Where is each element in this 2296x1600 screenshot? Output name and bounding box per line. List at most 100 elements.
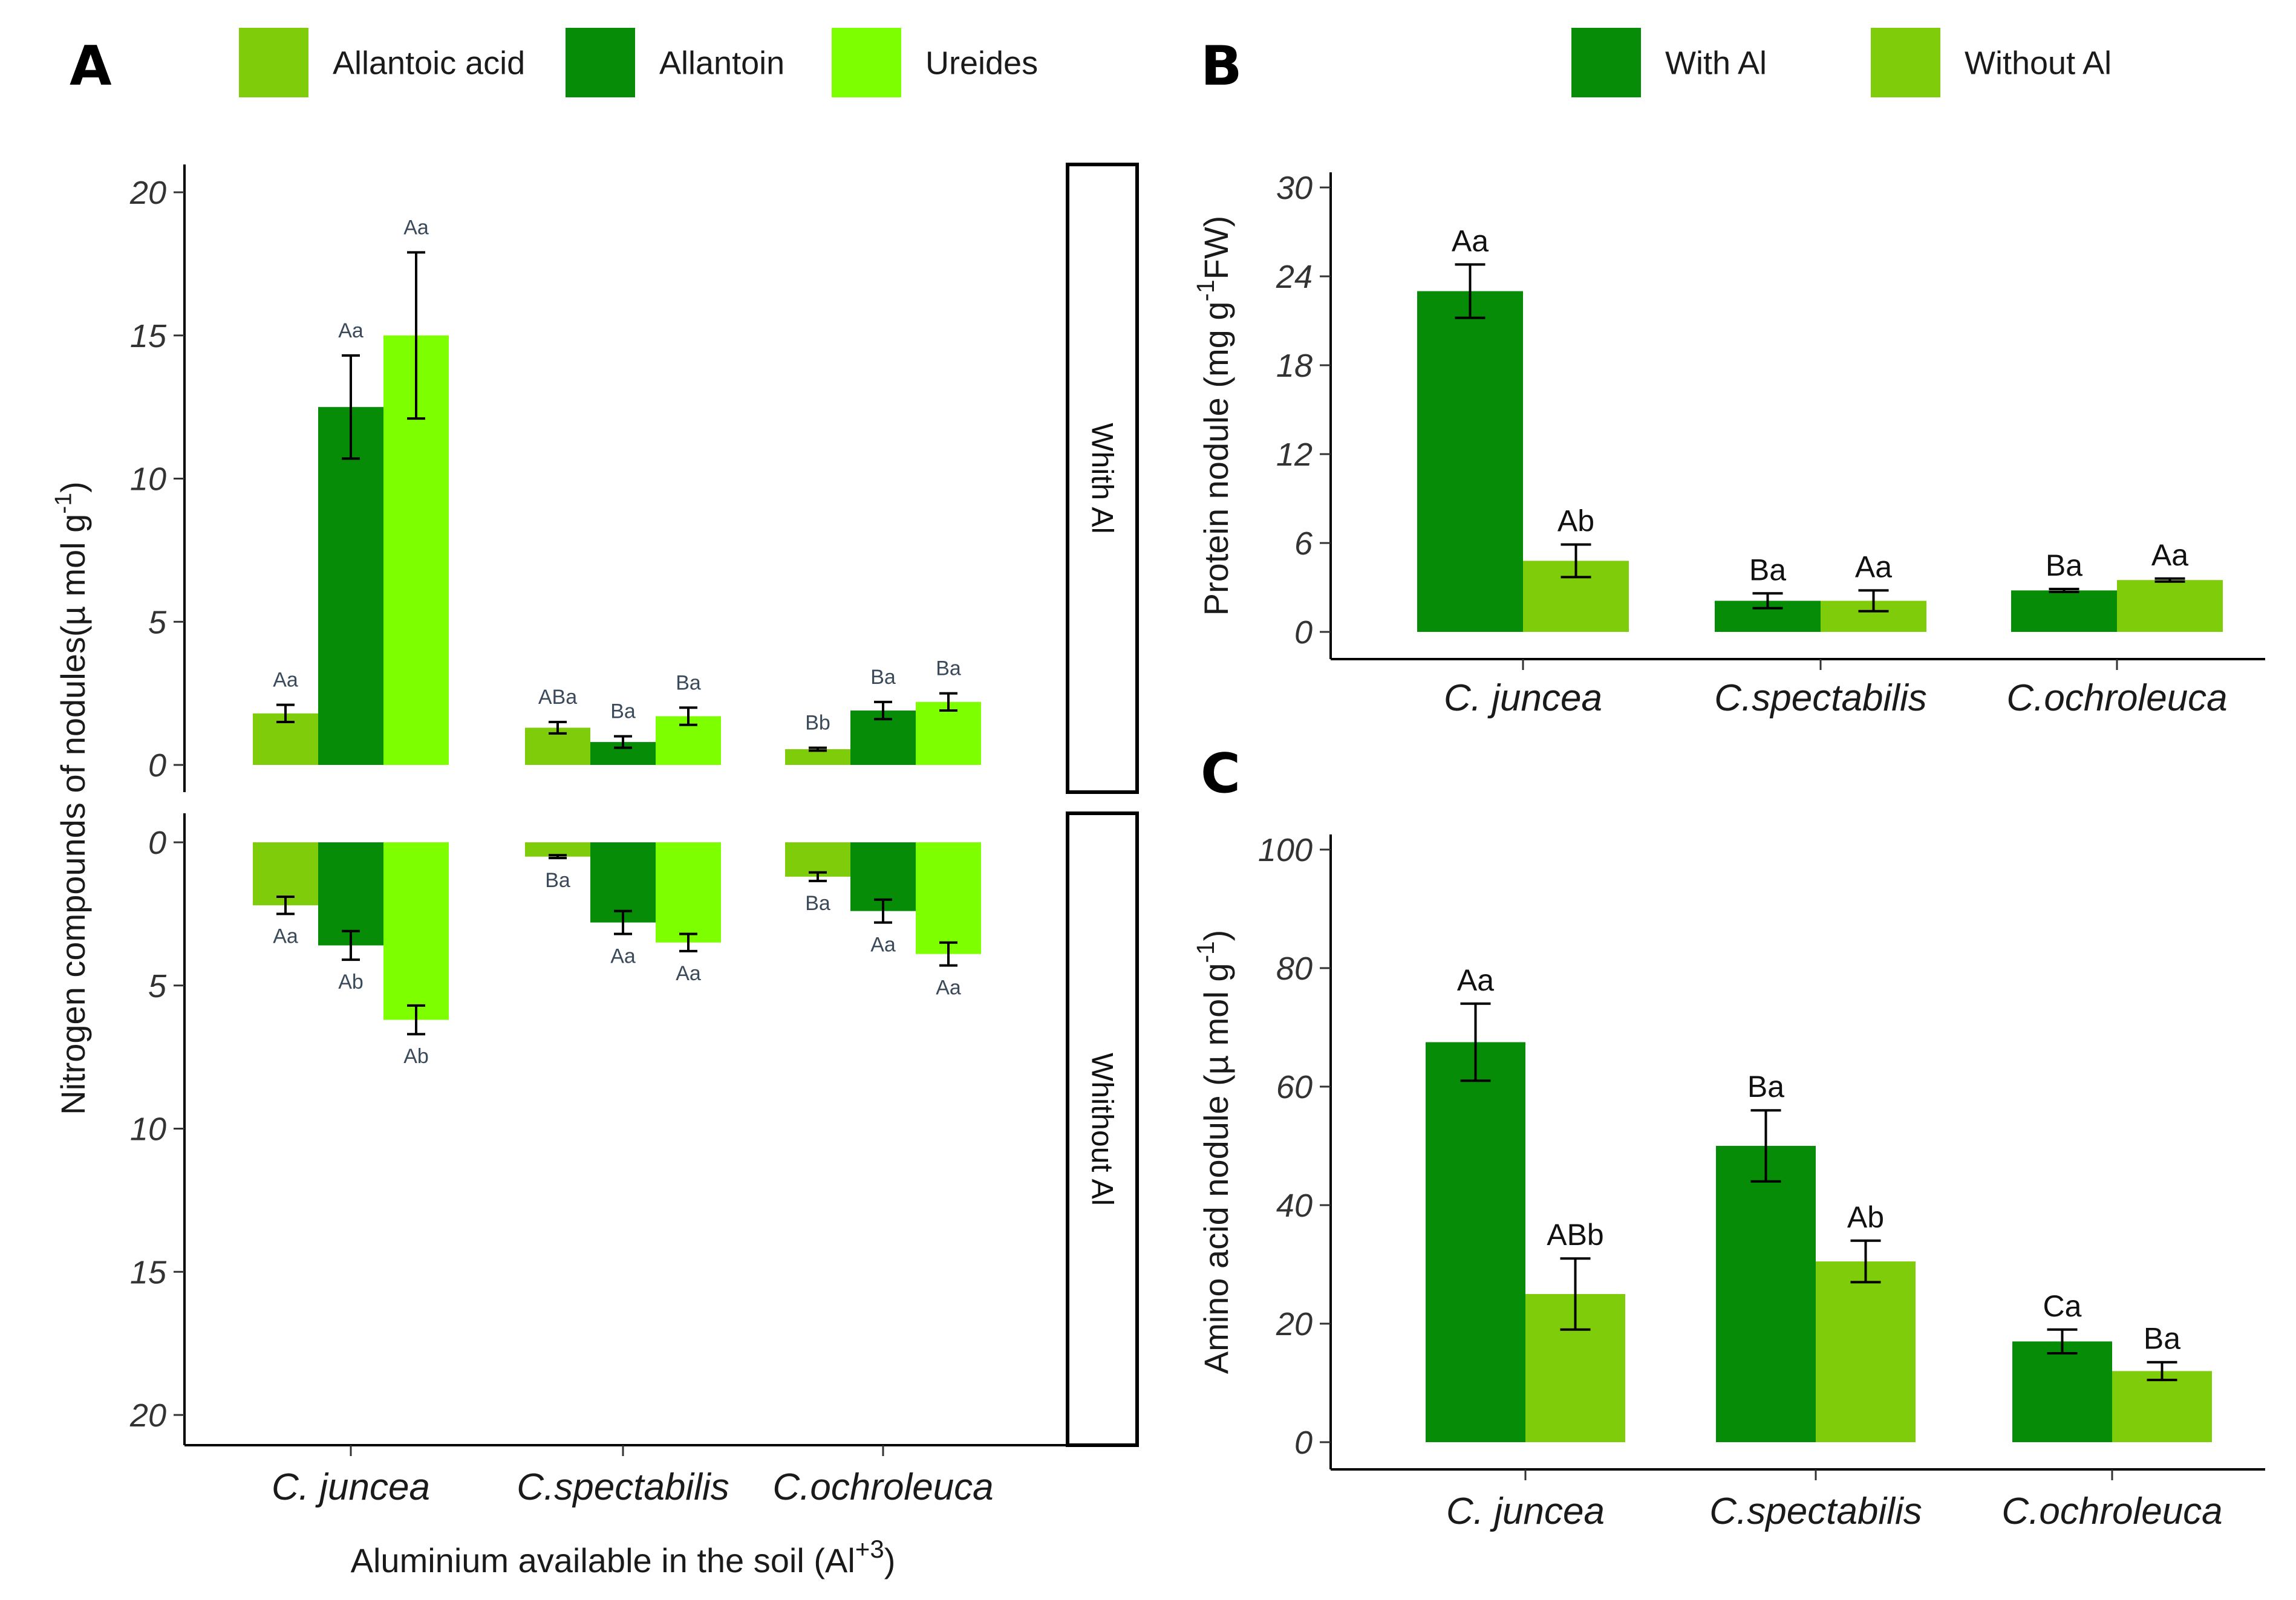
y-tick-label-bottom-0: 0 [148, 825, 166, 861]
bar-c-without-al-c-spectabilis [1816, 1261, 1916, 1442]
sig-label-b-with-al-c-juncea: Aa [1452, 224, 1489, 258]
sig-label-without-al-ureides-c-juncea: Ab [403, 1045, 429, 1068]
y-tick-label-c-100: 100 [1258, 832, 1313, 868]
x-category-label-b-c-ochroleuca: C.ochroleuca [2006, 677, 2227, 719]
x-category-label-b-c-juncea: C. juncea [1444, 677, 1602, 719]
sig-label-b-without-al-c-juncea: Ab [1557, 504, 1594, 538]
panel-letter-a: A [70, 34, 112, 98]
sig-label-b-with-al-c-ochroleuca: Ba [2046, 548, 2082, 582]
x-category-label-c-ochroleuca: C.ochroleuca [772, 1466, 993, 1508]
sig-label-without-al-allantoic-acid-c-ochroleuca: Ba [805, 892, 830, 915]
x-axis-title-a: Aluminium available in the soil (Al+3) [351, 1535, 896, 1579]
x-category-label-c-c-ochroleuca: C.ochroleuca [2001, 1491, 2222, 1532]
y-tick-label-b-30: 30 [1276, 170, 1313, 206]
bar-without-al-ureides-c-spectabilis [656, 842, 721, 943]
sig-label-with-al-allantoic-acid-c-spectabilis: ABa [538, 686, 577, 709]
facet-strip-without-al [1066, 811, 1139, 1447]
sig-label-c-with-al-c-spectabilis: Ba [1747, 1070, 1784, 1104]
y-tick-label-b-24: 24 [1276, 259, 1313, 295]
bar-without-al-ureides-c-juncea [383, 842, 449, 1020]
sig-label-b-without-al-c-ochroleuca: Aa [2151, 538, 2188, 572]
sig-label-without-al-allantoic-acid-c-juncea: Aa [273, 925, 298, 948]
y-tick-label-top-0: 0 [148, 747, 166, 784]
legend-swatch-allantoic-acid-a [239, 28, 308, 97]
bar-without-al-allantoic-acid-c-spectabilis [525, 842, 590, 857]
sig-label-with-al-allantoic-acid-c-juncea: Aa [273, 669, 298, 692]
x-category-label-c-c-juncea: C. juncea [1446, 1491, 1605, 1532]
bar-c-without-al-c-ochroleuca [2112, 1371, 2212, 1442]
bar-with-al-allantoin-c-juncea [318, 407, 383, 765]
bar-c-with-al-c-ochroleuca [2012, 1341, 2112, 1442]
facet-label-with-al: Whith Al [1086, 423, 1120, 533]
legend-swatch-ureides-a [832, 28, 901, 97]
y-tick-label-bottom-15: 15 [130, 1254, 167, 1290]
y-tick-label-top-10: 10 [130, 461, 166, 498]
legend-label-allantoic-acid-a: Allantoic acid [333, 45, 525, 82]
y-tick-label-b-18: 18 [1276, 348, 1313, 384]
bar-without-al-ureides-c-ochroleuca [916, 842, 981, 954]
sig-label-c-with-al-c-juncea: Aa [1457, 963, 1494, 997]
sig-label-with-al-allantoic-acid-c-ochroleuca: Bb [805, 712, 830, 735]
y-tick-label-c-60: 60 [1276, 1069, 1313, 1105]
bar-without-al-allantoin-c-juncea [318, 842, 383, 946]
legend-swatch-without-al-b [1871, 28, 1940, 97]
sig-label-c-without-al-c-ochroleuca: Ba [2144, 1322, 2180, 1356]
sig-label-without-al-allantoic-acid-c-spectabilis: Ba [545, 869, 570, 892]
panel-letter-c: C [1201, 742, 1241, 805]
panel-letter-b: B [1201, 34, 1242, 98]
legend-label-allantoin-a: Allantoin [659, 45, 784, 82]
bar-with-al-ureides-c-ochroleuca [916, 701, 981, 765]
y-tick-label-b-0: 0 [1294, 614, 1313, 651]
sig-label-without-al-ureides-c-ochroleuca: Aa [936, 977, 961, 1000]
y-tick-label-c-80: 80 [1276, 951, 1313, 987]
y-tick-label-b-12: 12 [1276, 437, 1313, 473]
x-category-label-c-c-spectabilis: C.spectabilis [1709, 1491, 1922, 1532]
sig-label-b-without-al-c-spectabilis: Aa [1855, 550, 1892, 584]
sig-label-with-al-allantoin-c-spectabilis: Ba [610, 700, 636, 723]
y-tick-label-c-0: 0 [1294, 1425, 1313, 1461]
legend-label-with-al-b: With Al [1665, 45, 1767, 82]
y-tick-label-c-40: 40 [1276, 1188, 1313, 1224]
legend-label-ureides-a: Ureides [925, 45, 1038, 82]
bar-without-al-allantoic-acid-c-juncea [253, 842, 318, 906]
bar-b-without-al-c-ochroleuca [2117, 580, 2223, 632]
bar-c-with-al-c-spectabilis [1716, 1146, 1816, 1442]
x-category-label-c-spectabilis: C.spectabilis [517, 1466, 729, 1508]
panel-a: Allantoic acid Allantoin Ureides Whith Al Wh… [51, 28, 1139, 1579]
bar-without-al-allantoin-c-spectabilis [590, 842, 656, 923]
bar-b-with-al-c-ochroleuca [2011, 590, 2117, 632]
legend-swatch-allantoin-a [566, 28, 635, 97]
bar-without-al-allantoic-acid-c-ochroleuca [785, 842, 850, 877]
sig-label-b-with-al-c-spectabilis: Ba [1749, 553, 1786, 587]
sig-label-with-al-allantoin-c-ochroleuca: Ba [870, 666, 896, 689]
y-axis-title-c: Amino acid nodule (µ mol g-1) [1192, 930, 1235, 1374]
bar-b-with-al-c-juncea [1417, 291, 1523, 632]
sig-label-with-al-ureides-c-juncea: Aa [403, 216, 429, 239]
y-tick-label-bottom-5: 5 [148, 968, 167, 1004]
y-tick-label-top-5: 5 [148, 604, 167, 640]
facet-strip-with-al [1066, 163, 1139, 794]
y-tick-label-c-20: 20 [1276, 1306, 1313, 1342]
sig-label-with-al-ureides-c-ochroleuca: Ba [936, 657, 961, 680]
x-category-label-b-c-spectabilis: C.spectabilis [1714, 677, 1926, 719]
legend-swatch-with-al-b [1571, 28, 1641, 97]
x-category-label-c-juncea: C. juncea [272, 1466, 430, 1508]
y-axis-title-b: Protein nodule (mg g-1FW) [1192, 216, 1235, 616]
sig-label-with-al-ureides-c-spectabilis: Ba [676, 671, 701, 694]
y-tick-label-bottom-10: 10 [130, 1111, 166, 1148]
bar-c-with-al-c-juncea [1426, 1042, 1525, 1442]
panel-b: With Al Without Al 0 6 12 18 24 30 C. juncea C.sp… [1192, 28, 2265, 719]
sig-label-c-without-al-c-spectabilis: Ab [1847, 1200, 1884, 1234]
y-tick-label-top-20: 20 [129, 175, 166, 211]
sig-label-without-al-ureides-c-spectabilis: Aa [676, 962, 701, 985]
sig-label-c-without-al-c-juncea: ABb [1547, 1218, 1604, 1252]
sig-label-with-al-allantoin-c-juncea: Aa [338, 319, 364, 342]
legend-label-without-al-b: Without Al [1965, 45, 2112, 82]
panel-c: 0 20 40 60 80 100 C. juncea C.spectabilis C.ochr… [1192, 832, 2265, 1532]
sig-label-without-al-allantoin-c-juncea: Ab [338, 971, 364, 993]
y-tick-label-b-6: 6 [1294, 525, 1313, 562]
sig-label-without-al-allantoin-c-spectabilis: Aa [610, 945, 636, 968]
y-axis-title-a: Nitrogen compounds of nodules(µ mol g-1) [51, 481, 92, 1115]
sig-label-without-al-allantoin-c-ochroleuca: Aa [870, 934, 896, 957]
